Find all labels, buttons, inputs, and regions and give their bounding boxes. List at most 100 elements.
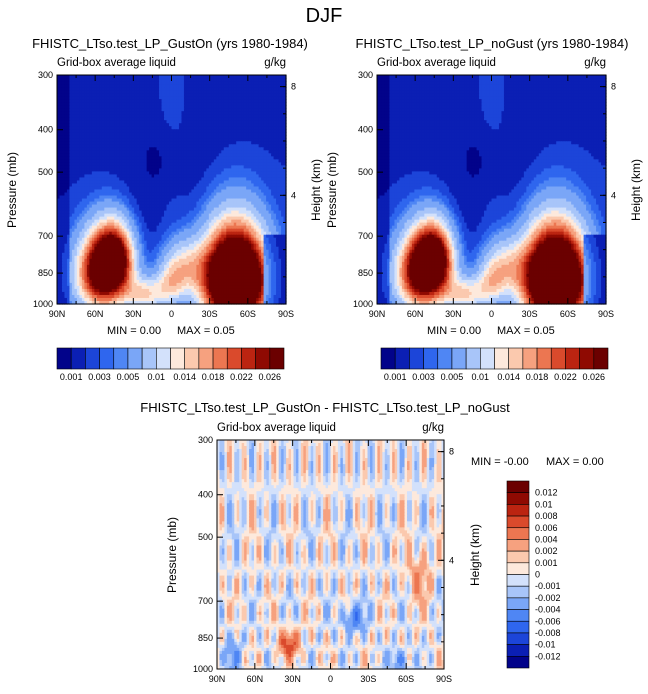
contour-cell: [178, 111, 183, 115]
contour-cell: [74, 84, 78, 88]
contour-cell: [69, 129, 73, 133]
contour-cell: [208, 135, 212, 139]
contour-cell: [171, 138, 175, 142]
contour-cell: [169, 120, 173, 124]
contour-cell: [61, 129, 66, 133]
contour-cell: [159, 108, 163, 112]
contour-cell: [81, 108, 85, 112]
contour-cell: [181, 81, 185, 85]
contour-cell: [198, 141, 202, 145]
contour-cell: [196, 120, 200, 124]
contour-cell: [86, 132, 90, 136]
contour-cell: [126, 105, 130, 109]
contour-cell: [218, 81, 222, 85]
contour-cell: [183, 126, 188, 130]
contour-cell: [166, 120, 170, 124]
contour-cell: [136, 75, 140, 79]
contour-cell: [193, 84, 197, 88]
contour-cell: [233, 111, 237, 115]
contour-cell: [176, 102, 180, 106]
contour-cell: [144, 129, 148, 133]
contour-cell: [111, 99, 115, 103]
contour-cell: [261, 105, 265, 109]
contour-cell: [164, 102, 168, 106]
contour-cell: [69, 96, 73, 100]
contour-cell: [106, 105, 110, 109]
contour-cell: [266, 144, 270, 148]
contour-cell: [216, 144, 220, 148]
contour-cell: [186, 138, 190, 142]
contour-cell: [203, 102, 207, 106]
contour-cell: [101, 129, 105, 133]
contour-cell: [94, 117, 98, 121]
contour-cell: [149, 93, 153, 97]
contour-cell: [66, 102, 71, 106]
contour-cell: [57, 123, 61, 127]
contour-cell: [221, 75, 225, 79]
contour-cell: [213, 120, 217, 124]
contour-cell: [261, 78, 265, 82]
contour-cell: [151, 84, 155, 88]
contour-cell: [218, 108, 222, 112]
contour-cell: [201, 129, 205, 133]
contour-cell: [81, 99, 85, 103]
contour-cell: [278, 78, 282, 82]
contour-cell: [236, 132, 240, 136]
contour-cell: [243, 75, 247, 79]
contour-cell: [129, 117, 133, 121]
contour-cell: [169, 129, 173, 133]
contour-cell: [134, 111, 138, 115]
contour-cell: [226, 108, 230, 112]
contour-cell: [86, 75, 90, 79]
contour-cell: [283, 117, 287, 121]
contour-cell: [171, 141, 175, 145]
contour-cell: [203, 138, 207, 142]
contour-cell: [169, 93, 173, 97]
contour-cell: [66, 96, 71, 100]
contour-cell: [241, 141, 245, 145]
contour-cell: [164, 114, 168, 118]
contour-cell: [109, 138, 113, 142]
contour-cell: [169, 135, 173, 139]
contour-cell: [161, 111, 165, 115]
contour-cell: [124, 114, 128, 118]
contour-cell: [86, 144, 90, 148]
contour-cell: [233, 75, 237, 79]
contour-cell: [166, 126, 170, 130]
contour-cell: [169, 141, 173, 145]
contour-cell: [223, 102, 227, 106]
contour-cell: [164, 120, 168, 124]
contour-cell: [206, 75, 210, 79]
contour-cell: [129, 93, 133, 97]
contour-cell: [206, 144, 210, 148]
contour-cell: [258, 105, 262, 109]
contour-cell: [164, 126, 168, 130]
contour-cell: [99, 75, 103, 79]
contour-cell: [99, 96, 103, 100]
contour-cell: [186, 129, 190, 133]
contour-cell: [159, 141, 163, 145]
contour-cell: [281, 123, 285, 127]
contour-cell: [173, 135, 178, 139]
contour-cell: [81, 90, 85, 94]
contour-cell: [243, 111, 247, 115]
contour-cell: [263, 135, 267, 139]
contour-cell: [223, 135, 227, 139]
contour-cell: [258, 93, 262, 97]
contour-cell: [169, 132, 173, 136]
contour-cell: [196, 105, 200, 109]
contour-cell: [206, 87, 210, 91]
contour-cell: [203, 78, 207, 82]
contour-cell: [241, 81, 245, 85]
contour-cell: [181, 87, 185, 91]
contour-cell: [181, 138, 185, 142]
contour-cell: [198, 90, 202, 94]
contour-cell: [139, 120, 143, 124]
contour-cell: [141, 123, 145, 127]
contour-cell: [211, 111, 215, 115]
contour-cell: [208, 81, 212, 85]
contour-cell: [71, 93, 76, 97]
contour-cell: [101, 75, 105, 79]
contour-cell: [276, 81, 280, 85]
contour-cell: [241, 132, 245, 136]
